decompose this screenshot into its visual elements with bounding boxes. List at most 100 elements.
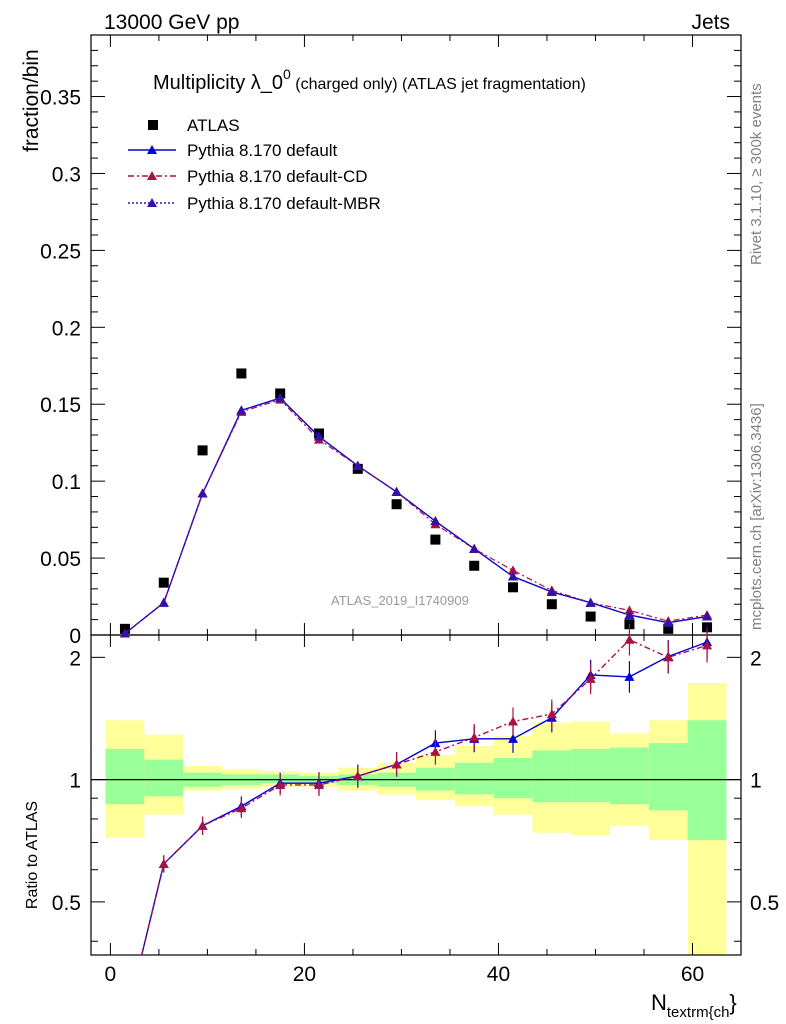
- atlas-data-point: [236, 368, 247, 379]
- x-tick-label: 40: [487, 963, 510, 986]
- series-marker: [546, 586, 557, 596]
- series-marker: [352, 460, 363, 470]
- ratio-y-tick-label: 1: [69, 770, 81, 793]
- ratio-marker: [546, 709, 557, 719]
- ratio-frame: [90, 634, 742, 956]
- y-tick-label: 0.25: [40, 240, 81, 263]
- series-marker: [508, 571, 519, 581]
- ratio-marker: [313, 779, 324, 789]
- ratio-marker: [585, 673, 596, 683]
- ratio-marker: [236, 803, 247, 813]
- series-marker: [585, 597, 596, 607]
- series-marker: [275, 393, 286, 403]
- series-marker: [391, 486, 402, 496]
- ratio-marker: [624, 634, 635, 644]
- series-marker: [702, 611, 713, 621]
- ratio-ylabel: Ratio to ATLAS: [24, 801, 41, 909]
- ratio-y-tick-label: 2: [69, 647, 81, 670]
- ratio-xlabel: Ntextrm{ch}: [651, 990, 737, 1021]
- legend-marker: [147, 198, 157, 207]
- series-marker: [197, 488, 208, 498]
- green-band-bin: [454, 762, 494, 795]
- uncertainty-bands: [105, 682, 727, 955]
- legend-marker: [147, 171, 157, 180]
- series-marker: [119, 628, 130, 638]
- y-tick-label: 0.35: [40, 87, 81, 110]
- series-marker: [469, 543, 480, 553]
- ratio-marker: [508, 733, 519, 743]
- ratio-marker: [275, 779, 286, 789]
- ratio-marker: [508, 716, 519, 726]
- atlas-data-point: [663, 623, 674, 634]
- green-band-bin: [144, 759, 184, 797]
- main-ylabel: fraction/bin: [20, 49, 43, 152]
- series-marker: [430, 516, 441, 526]
- green-band-bin: [493, 758, 533, 799]
- ratio-marker: [391, 759, 402, 769]
- green-band-bin: [648, 743, 688, 811]
- ratio-y-tick-label-right: 0.5: [750, 892, 779, 915]
- atlas-data-point: [508, 582, 519, 593]
- ratio-y-tick-label-right: 1: [750, 770, 762, 793]
- ratio-marker: [430, 746, 441, 756]
- y-tick-label: 0: [69, 625, 81, 648]
- series-marker: [663, 617, 674, 627]
- ratio-marker: [158, 858, 169, 868]
- ratio-y-tick-label-right: 2: [750, 647, 762, 670]
- atlas-data-point: [158, 577, 169, 588]
- ratio-y-tick-label: 0.5: [52, 892, 81, 915]
- atlas-data-point: [546, 599, 557, 610]
- atlas-data-point: [430, 534, 441, 545]
- y-tick-label: 0.3: [52, 163, 81, 186]
- ratio-marker: [624, 671, 635, 681]
- atlas-data-point: [391, 499, 402, 510]
- series-marker: [236, 405, 247, 415]
- atlas-data-point: [469, 560, 480, 571]
- rivet-label: Rivet 3.1.10, ≥ 300k events: [748, 83, 765, 265]
- green-band-bin: [571, 748, 611, 803]
- labels-layer: 0 20 40 60 0 0.05 0.1 0.15 0.2 0.25 0.3 0.35 0.5 0.5 1…: [40, 87, 779, 986]
- legend-label: Pythia 8.170 default-MBR: [187, 194, 381, 213]
- legend-label: Pythia 8.170 default-CD: [187, 167, 368, 186]
- series-line: [124, 397, 708, 634]
- ratio-marker: [352, 771, 363, 781]
- atlas-data-point: [197, 445, 208, 456]
- header-right: Jets: [691, 11, 730, 34]
- series-marker: [624, 605, 635, 615]
- ratio-marker: [663, 652, 674, 662]
- axis-ticks: [91, 34, 741, 955]
- ratio-series-layer: [140, 623, 713, 955]
- y-tick-label: 0.15: [40, 394, 81, 417]
- green-band-bin: [610, 747, 649, 805]
- ratio-marker: [702, 640, 713, 650]
- series-marker: [313, 431, 324, 441]
- series-marker: [624, 610, 635, 619]
- x-tick-label: 60: [681, 963, 704, 986]
- series-marker: [508, 565, 519, 575]
- x-tick-label: 0: [105, 963, 117, 986]
- y-tick-label: 0.1: [52, 471, 81, 494]
- legend-label: ATLAS: [187, 116, 240, 135]
- green-band-bin: [105, 748, 145, 805]
- ratio-line: [140, 641, 708, 955]
- main-title: Multiplicity λ_00 (charged only) (ATLAS …: [153, 66, 586, 94]
- plot-frames: [90, 34, 742, 956]
- y-tick-label: 0.05: [40, 548, 81, 571]
- legend-marker: [147, 145, 157, 154]
- ratio-marker: [197, 820, 208, 830]
- series-marker: [158, 597, 169, 607]
- header-left: 13000 GeV pp: [104, 11, 239, 34]
- watermark-label: ATLAS_2019_I1740909: [331, 593, 469, 608]
- ratio-marker: [469, 732, 480, 742]
- series-line: [124, 398, 708, 634]
- y-tick-label: 0.2: [52, 317, 81, 340]
- ratio-line: [140, 638, 708, 955]
- main-series-layer: [119, 368, 713, 638]
- green-band-bin: [532, 750, 572, 803]
- atlas-data-point: [585, 611, 596, 622]
- x-tick-label: 20: [293, 963, 316, 986]
- legend-marker-atlas: [148, 120, 158, 130]
- legend-label: Pythia 8.170 default: [187, 141, 338, 160]
- mcplots-label: mcplots.cern.ch [arXiv:1306.3436]: [748, 403, 765, 630]
